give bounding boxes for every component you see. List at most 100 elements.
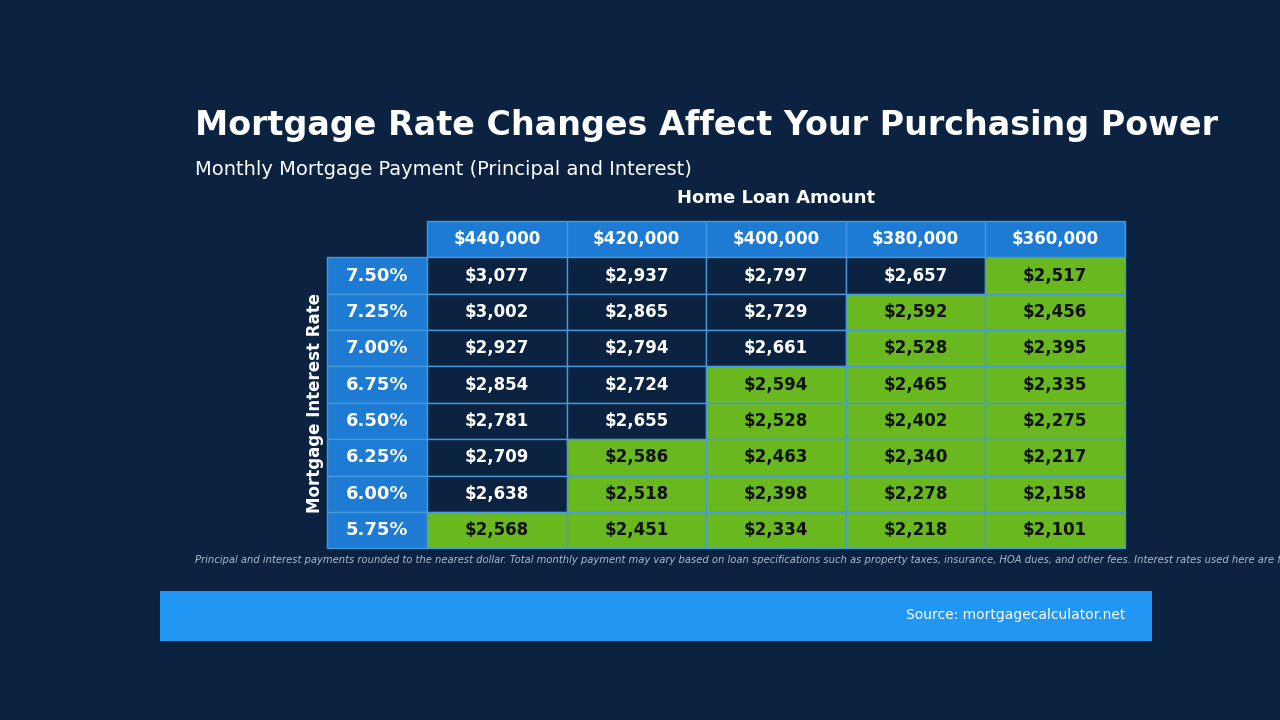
Text: $3,077: $3,077 xyxy=(465,266,530,284)
Text: 6.00%: 6.00% xyxy=(346,485,408,503)
Text: Monthly Mortgage Payment (Principal and Interest): Monthly Mortgage Payment (Principal and … xyxy=(195,160,691,179)
FancyBboxPatch shape xyxy=(986,439,1125,476)
FancyBboxPatch shape xyxy=(986,294,1125,330)
FancyBboxPatch shape xyxy=(428,403,567,439)
FancyBboxPatch shape xyxy=(428,257,567,294)
FancyBboxPatch shape xyxy=(428,439,567,476)
Text: $2,335: $2,335 xyxy=(1023,376,1087,394)
Text: $2,218: $2,218 xyxy=(883,521,947,539)
FancyBboxPatch shape xyxy=(428,366,567,403)
Text: $440,000: $440,000 xyxy=(453,230,540,248)
Text: Mortgage Rate Changes Affect Your Purchasing Power: Mortgage Rate Changes Affect Your Purcha… xyxy=(195,109,1217,143)
FancyBboxPatch shape xyxy=(846,294,986,330)
Text: $2,465: $2,465 xyxy=(883,376,947,394)
Text: $2,451: $2,451 xyxy=(604,521,668,539)
FancyBboxPatch shape xyxy=(567,439,707,476)
Text: 6.25%: 6.25% xyxy=(346,449,408,467)
FancyBboxPatch shape xyxy=(707,330,846,366)
Text: $2,927: $2,927 xyxy=(465,339,530,357)
FancyBboxPatch shape xyxy=(846,330,986,366)
Text: $2,729: $2,729 xyxy=(744,303,809,321)
FancyBboxPatch shape xyxy=(567,476,707,512)
FancyBboxPatch shape xyxy=(428,512,567,549)
Text: $2,568: $2,568 xyxy=(465,521,529,539)
Text: $2,395: $2,395 xyxy=(1023,339,1087,357)
Text: $2,724: $2,724 xyxy=(604,376,669,394)
Text: $2,709: $2,709 xyxy=(465,449,530,467)
FancyBboxPatch shape xyxy=(846,512,986,549)
Text: $2,865: $2,865 xyxy=(604,303,668,321)
Text: $2,398: $2,398 xyxy=(744,485,808,503)
Text: $2,217: $2,217 xyxy=(1023,449,1087,467)
FancyBboxPatch shape xyxy=(567,403,707,439)
Text: $2,937: $2,937 xyxy=(604,266,669,284)
Text: $2,340: $2,340 xyxy=(883,449,947,467)
Text: $2,781: $2,781 xyxy=(465,412,529,430)
FancyBboxPatch shape xyxy=(707,294,846,330)
FancyBboxPatch shape xyxy=(326,330,428,366)
Text: $2,794: $2,794 xyxy=(604,339,669,357)
FancyBboxPatch shape xyxy=(567,512,707,549)
Text: $2,275: $2,275 xyxy=(1023,412,1087,430)
FancyBboxPatch shape xyxy=(707,366,846,403)
Text: $2,334: $2,334 xyxy=(744,521,809,539)
FancyBboxPatch shape xyxy=(428,221,567,257)
FancyBboxPatch shape xyxy=(160,590,1152,641)
Text: $2,638: $2,638 xyxy=(465,485,529,503)
FancyBboxPatch shape xyxy=(707,221,846,257)
FancyBboxPatch shape xyxy=(326,476,428,512)
Text: $2,528: $2,528 xyxy=(744,412,808,430)
Text: $2,158: $2,158 xyxy=(1023,485,1087,503)
FancyBboxPatch shape xyxy=(326,403,428,439)
FancyBboxPatch shape xyxy=(326,439,428,476)
FancyBboxPatch shape xyxy=(846,403,986,439)
Text: $2,101: $2,101 xyxy=(1023,521,1087,539)
Text: $2,655: $2,655 xyxy=(604,412,668,430)
Text: $2,518: $2,518 xyxy=(604,485,668,503)
Text: $2,463: $2,463 xyxy=(744,449,808,467)
FancyBboxPatch shape xyxy=(986,330,1125,366)
Text: $2,517: $2,517 xyxy=(1023,266,1087,284)
FancyBboxPatch shape xyxy=(986,221,1125,257)
FancyBboxPatch shape xyxy=(567,330,707,366)
Text: $2,402: $2,402 xyxy=(883,412,947,430)
Text: Principal and interest payments rounded to the nearest dollar. Total monthly pay: Principal and interest payments rounded … xyxy=(195,554,1280,564)
FancyBboxPatch shape xyxy=(986,476,1125,512)
FancyBboxPatch shape xyxy=(567,257,707,294)
FancyBboxPatch shape xyxy=(707,512,846,549)
Text: $2,456: $2,456 xyxy=(1023,303,1087,321)
Text: $2,592: $2,592 xyxy=(883,303,947,321)
Text: $3,002: $3,002 xyxy=(465,303,529,321)
Text: $2,594: $2,594 xyxy=(744,376,808,394)
FancyBboxPatch shape xyxy=(707,403,846,439)
FancyBboxPatch shape xyxy=(428,294,567,330)
Text: 6.50%: 6.50% xyxy=(346,412,408,430)
FancyBboxPatch shape xyxy=(428,476,567,512)
Text: $360,000: $360,000 xyxy=(1011,230,1098,248)
FancyBboxPatch shape xyxy=(986,512,1125,549)
Text: $400,000: $400,000 xyxy=(732,230,819,248)
FancyBboxPatch shape xyxy=(326,512,428,549)
Text: 7.00%: 7.00% xyxy=(346,339,408,357)
FancyBboxPatch shape xyxy=(707,439,846,476)
FancyBboxPatch shape xyxy=(326,366,428,403)
Text: $2,528: $2,528 xyxy=(883,339,947,357)
FancyBboxPatch shape xyxy=(707,476,846,512)
FancyBboxPatch shape xyxy=(846,366,986,403)
FancyBboxPatch shape xyxy=(986,257,1125,294)
FancyBboxPatch shape xyxy=(846,221,986,257)
FancyBboxPatch shape xyxy=(846,476,986,512)
FancyBboxPatch shape xyxy=(986,366,1125,403)
Text: Mortgage Interest Rate: Mortgage Interest Rate xyxy=(306,293,324,513)
Text: 7.25%: 7.25% xyxy=(346,303,408,321)
Text: $2,797: $2,797 xyxy=(744,266,809,284)
FancyBboxPatch shape xyxy=(846,257,986,294)
Text: $380,000: $380,000 xyxy=(872,230,959,248)
Text: $2,586: $2,586 xyxy=(604,449,668,467)
FancyBboxPatch shape xyxy=(567,366,707,403)
Text: $2,661: $2,661 xyxy=(744,339,808,357)
Text: Home Loan Amount: Home Loan Amount xyxy=(677,189,876,207)
Text: $420,000: $420,000 xyxy=(593,230,680,248)
FancyBboxPatch shape xyxy=(326,294,428,330)
FancyBboxPatch shape xyxy=(986,403,1125,439)
